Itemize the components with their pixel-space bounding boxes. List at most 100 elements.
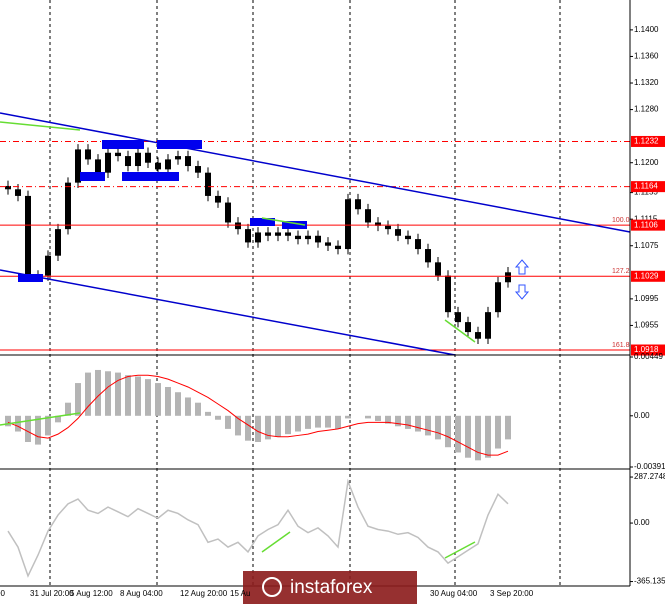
histogram-bar	[215, 415, 221, 420]
histogram-bar	[175, 392, 181, 416]
indicator-line	[7, 478, 509, 578]
candle-body	[275, 232, 281, 236]
x-tick-label: 31 Jul 20:00	[30, 589, 74, 598]
candle-body	[95, 159, 101, 173]
histogram-bar	[505, 415, 511, 440]
histogram-bar	[295, 415, 301, 432]
y-tick-label: 1.1115	[634, 214, 658, 223]
histogram-bar	[205, 411, 211, 416]
histogram-bar	[75, 383, 81, 416]
y-tick-label: 1.0995	[634, 294, 659, 303]
histogram-bar	[305, 415, 311, 429]
histogram-bar	[45, 415, 51, 436]
candle-body	[375, 222, 381, 226]
candle-body	[455, 312, 461, 323]
histogram-bar	[415, 415, 421, 432]
zones	[18, 140, 307, 282]
candle-body	[345, 199, 351, 250]
candle-body	[335, 245, 341, 250]
channel-line	[0, 112, 631, 233]
x-tick-label: 8 Aug 04:00	[120, 589, 163, 598]
level-label-box	[631, 135, 665, 147]
candle-body	[315, 235, 321, 243]
divergence-line	[0, 121, 81, 131]
histogram-bar	[85, 372, 91, 416]
divergence-line	[0, 412, 81, 426]
arrow-up	[514, 259, 530, 275]
signal-line	[7, 374, 509, 456]
candle-body	[245, 229, 251, 243]
histogram-bar	[155, 383, 161, 416]
level-label-box	[631, 181, 665, 193]
candle-body	[415, 239, 421, 250]
candle-body	[265, 232, 271, 236]
histogram-bar	[395, 415, 401, 427]
histogram-bar	[105, 371, 111, 416]
x-tick-label: 15 Au	[230, 589, 250, 598]
zone	[157, 140, 202, 149]
histogram-bar	[185, 397, 191, 416]
level-label: 1.0918	[634, 345, 659, 354]
y-tick-label: -365.1357	[634, 577, 665, 586]
y-tick-label: 1.1075	[634, 241, 659, 250]
candle-body	[235, 222, 241, 230]
y-tick-label: 1.0955	[634, 321, 659, 330]
candle-body	[205, 172, 211, 196]
fib-label: 161.8	[612, 342, 630, 349]
level-label-box	[631, 219, 665, 231]
candle-body	[55, 229, 61, 256]
histogram-bar	[35, 415, 41, 445]
candle-body	[505, 272, 511, 283]
plot-layer: 100.0 127.2 161.8	[0, 140, 630, 578]
candle-body	[485, 312, 491, 339]
histogram-bar	[375, 415, 381, 422]
candle-body	[45, 255, 51, 276]
level-label: 1.1029	[634, 271, 659, 280]
zone	[282, 221, 307, 229]
x-tick-label: 3 Sep 20:00	[490, 589, 534, 598]
candle-body	[255, 232, 261, 243]
annotations	[0, 112, 631, 559]
y-tick-label: -0.00391	[634, 462, 665, 471]
candle-body	[75, 149, 81, 183]
histogram-bar	[235, 415, 241, 436]
histogram-bar	[65, 402, 71, 416]
histogram-bar	[345, 415, 351, 419]
histogram-bar	[455, 415, 461, 453]
x-tick-label: 12 Aug 20:00	[180, 589, 228, 598]
divergence-line	[261, 217, 306, 226]
histogram-bar	[435, 415, 441, 440]
histogram-bar	[95, 369, 101, 416]
zone	[250, 218, 275, 226]
fib-label: 100.0	[612, 217, 630, 224]
histogram-bar	[135, 376, 141, 416]
histogram-bar	[265, 415, 271, 440]
watermark-box	[243, 571, 417, 604]
candle-body	[15, 189, 21, 196]
histogram-bar	[55, 415, 61, 423]
x-tick-label: 5 Aug 12:00	[70, 589, 113, 598]
y-tick-label: 287.2748	[634, 472, 665, 481]
histogram-bar	[255, 415, 261, 442]
histogram-bar	[115, 372, 121, 416]
candle-body	[155, 162, 161, 170]
level-label: 1.1232	[634, 137, 659, 146]
candle-body	[175, 156, 181, 160]
candle-body	[165, 159, 171, 170]
histogram-bar	[145, 379, 151, 416]
watermark: instaforex	[243, 571, 417, 604]
histogram-bar	[405, 415, 411, 429]
y-tick-label: 0.00449	[634, 352, 663, 361]
candle-body	[195, 166, 201, 173]
histogram-bar	[285, 415, 291, 435]
candle-body	[405, 235, 411, 240]
y-tick-label: 1.1200	[634, 158, 659, 167]
channel-line	[0, 269, 456, 356]
y-tick-label: 1.1155	[634, 188, 658, 197]
histogram-bar	[165, 386, 171, 416]
zone	[18, 274, 43, 282]
candle-body	[125, 156, 131, 167]
candle-body	[145, 152, 151, 163]
